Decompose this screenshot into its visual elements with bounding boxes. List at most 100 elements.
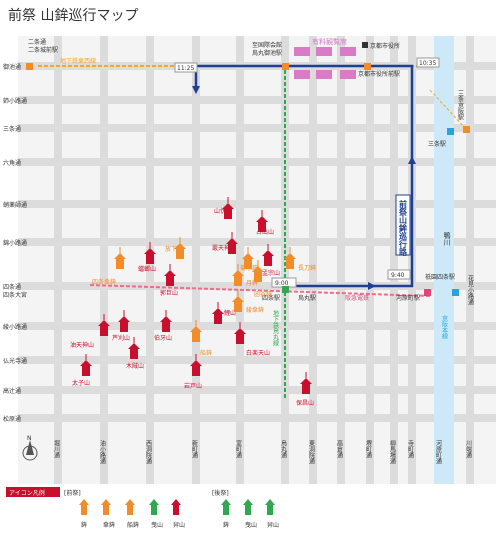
legend-item-4: 舁山 [171,499,185,529]
float-label: 函谷鉾 [254,290,272,298]
legend-item-b-2: 舁山 [265,499,279,529]
float-ayagasa: 綾傘鉾 [232,290,264,314]
float-hakurakuten: 白楽天山 [234,322,270,357]
time-0940: 9:40 [391,272,405,279]
street-label-v-10: 寺町通 [407,439,414,459]
street-v-3 [192,36,200,484]
street-label-v-4: 室町通 [235,439,242,459]
street-h-4 [18,200,496,208]
street-label-h-6: 四条通 [3,283,21,291]
hankyu-line-label: 阪急電鉄 [345,294,369,302]
keihan-line-label: 京阪本線 [441,314,448,339]
street-label-v-12: 川端通 [465,440,472,459]
float-label: 蟷螂山 [138,265,156,273]
float-kikusui: 菊水鉾 [240,247,258,272]
float-tokusa: 木賊山 [126,337,144,370]
float-naginata: 長刀鉾 [284,247,316,272]
svg-text:曳山: 曳山 [245,521,257,529]
station-karasuma: 烏丸駅 [298,294,316,302]
float-toro: 蟷螂山 [138,242,156,273]
float-fune: 船鉾 [190,320,212,357]
station-kawaramachi: 河原町駅 [396,294,420,302]
legend-item-1: 傘鉾 [101,499,115,529]
street-v-1 [100,36,108,484]
float-kanko: 函谷鉾 [252,260,272,298]
float-shijo-kasa: 四条傘鉾 [92,247,126,286]
float-abura-tenjin: 油天神山 [70,314,110,349]
street-label-h-7: 綾小路通 [3,323,27,331]
street-h-9 [18,386,496,394]
float-koi: 鯉山 [212,302,236,324]
kyoto-city-hall: 京都市役所 [370,42,400,50]
svg-text:舁山: 舁山 [173,521,185,529]
kamo-river-label: 鴨川 [443,231,451,246]
float-tsuki: 月鉾 [232,264,258,287]
legend-label-b: [後祭] [212,489,229,497]
station-kokusaikaikan: 至国際会館 [252,41,282,49]
float-label: 太子山 [72,379,90,387]
float-label: 鯉山 [224,309,236,317]
float-label: 伯牙山 [154,334,172,342]
map-title: 前祭 山鉾巡行マップ [8,7,138,24]
street-label-h-10: 松原通 [3,415,21,423]
station-nijojo: 二条城前駅 [28,46,58,54]
legend-item-b-1: 曳山 [243,499,257,529]
svg-text:舁山: 舁山 [267,521,279,529]
paid-seating-label: 有料観覧席 [312,37,347,46]
karasuma-line-label: 地下鉄烏丸線 [272,309,279,346]
route-label: 前祭山鉾巡行路 [398,199,408,257]
street-h-1 [18,96,496,104]
float-label: 白楽天山 [246,349,270,357]
street-v-6 [309,36,317,484]
float-label: 孟宗山 [262,269,280,277]
street-label-h-8: 仏光寺通 [3,357,27,365]
float-label: 霰天神山 [212,244,236,252]
street-h-2 [18,124,496,132]
time-1125: 11:25 [177,65,194,72]
street-v-0 [54,36,62,484]
route-arrow-up [408,156,416,164]
street-label-v-6: 東洞院通 [308,439,315,465]
legend-item-b-0: 鉾 [221,499,231,529]
legend-item-2: 船鉾 [125,499,139,529]
svg-text:N: N [27,435,32,442]
street-h-6 [18,282,496,290]
station-shiyakusho: 京都市役所前駅 [358,70,400,78]
station-gion-shijo: 祇園四条駅 [425,273,455,281]
route-label-box [395,194,411,256]
street-v-9 [390,36,398,484]
street-label-h-1: 姉小路通 [3,97,27,105]
legend-header: アイコン凡例 [9,489,45,497]
paid-seating [294,47,356,79]
float-kakkyo: 郭巨山 [160,264,178,297]
vertical-street-labels: 堀川通 油小路通 西洞院通 新町通 室町通 烏丸通 東洞院通 高倉通 堺町通 柳馬場通 寺町通 河原町… [53,439,472,465]
street-label-v-9: 柳馬場通 [389,439,396,465]
street-label-v-3: 新町通 [191,439,198,459]
kamo-river [434,36,454,484]
street-label-v-2: 西洞院通 [145,440,152,465]
float-label: 保昌山 [296,399,314,407]
street-hanami: 花見小路通 [467,274,474,306]
float-label: 船鉾 [200,349,212,357]
street-h-3 [18,158,496,166]
float-label: 綾傘鉾 [246,306,264,314]
float-label: 山伏山 [214,207,232,215]
street-label-h-4: 蛸薬師通 [3,201,27,209]
float-hakuga: 伯牙山 [154,310,172,342]
street-v-12 [466,36,474,484]
svg-text:曳山: 曳山 [151,521,163,529]
street-shijo-omiya: 四条大宮 [3,291,27,299]
stations [26,42,470,296]
time-0900: 9:00 [275,280,289,287]
street-v-8 [366,36,374,484]
svg-text:鉾: 鉾 [223,521,229,529]
compass-icon: N [22,435,38,461]
station-sanjo: 三条駅 [428,140,446,148]
svg-text:船鉾: 船鉾 [127,521,139,529]
route-arrow-right [368,282,376,290]
horizontal-streets [18,62,496,422]
street-label-h-2: 三条通 [3,125,21,133]
street-h-5 [18,238,496,246]
street-v-7 [337,36,345,484]
